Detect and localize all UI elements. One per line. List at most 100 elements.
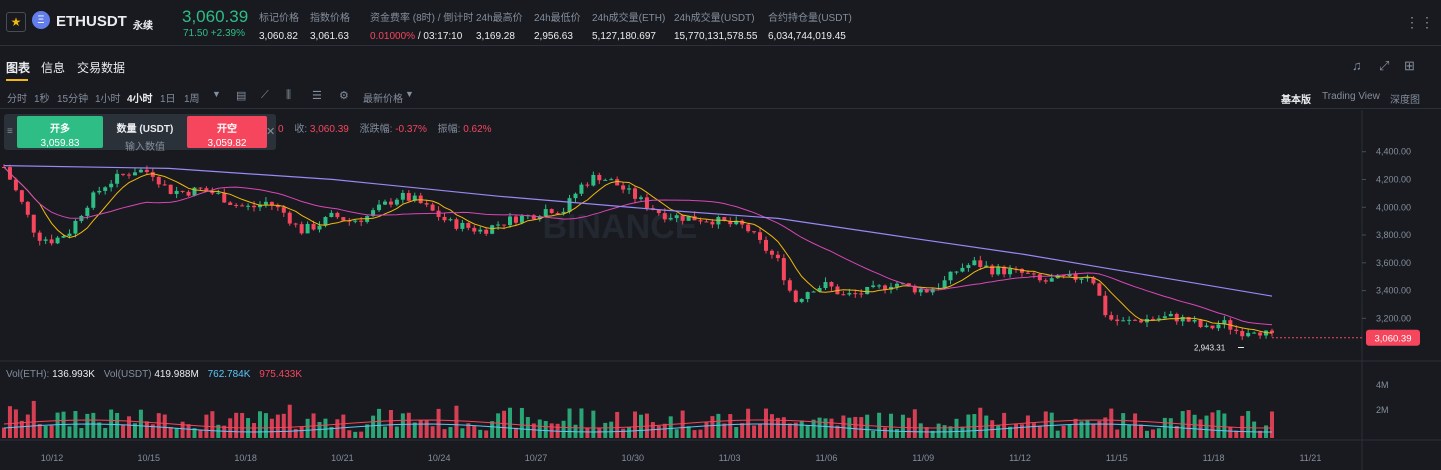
candles-icon[interactable]: ⫼ <box>286 89 292 101</box>
close-label: 收: <box>294 124 308 135</box>
more-options-icon[interactable]: ⋮⋮ <box>1405 14 1435 30</box>
timeframe-dropdown-icon[interactable]: ▼ <box>212 89 221 99</box>
volume-bar <box>37 423 42 438</box>
tab-info[interactable]: 信息 <box>41 61 66 75</box>
chevron-down-icon[interactable]: ▼ <box>405 89 414 99</box>
candle-body <box>775 254 780 259</box>
ohlc-readout: 0 收: 3,060.39 涨跌幅: -0.37% 振幅: 0.62% <box>278 120 500 135</box>
candle-body <box>13 179 18 191</box>
volume-bar <box>1258 430 1263 438</box>
tab-chart[interactable]: 图表 <box>6 61 31 75</box>
line-chart-icon[interactable]: ⟋ <box>261 89 269 101</box>
timeframe-option[interactable]: 1日 <box>160 94 176 105</box>
volume-bar <box>448 427 453 438</box>
candle-body <box>799 298 804 302</box>
volume-bar <box>97 422 102 438</box>
x-axis-tick-label: 11/09 <box>912 453 934 463</box>
funding-rate-stat[interactable]: 资金费率 (8时) / 倒计时 0.01000% / 03:17:10 <box>370 9 473 42</box>
candle-body <box>573 193 578 199</box>
y-axis-tick-label: 4,200.00 <box>1376 174 1411 184</box>
candle-body <box>1258 332 1263 336</box>
x-axis-tick-label: 11/03 <box>719 453 741 463</box>
active-tab-underline <box>6 79 28 81</box>
volume-readout: Vol(ETH): 136.993K Vol(USDT) 419.988M 76… <box>6 369 302 380</box>
candle-body <box>823 282 828 289</box>
symbol-name[interactable]: ETHUSDT <box>56 13 127 30</box>
candle-body <box>752 231 757 233</box>
price-type-select[interactable]: 最新价格 <box>363 94 403 105</box>
candle-body <box>127 174 132 176</box>
candle-body <box>466 222 471 228</box>
quantity-input[interactable]: 数量 (USDT) 输入数值 <box>104 116 186 153</box>
timeframe-option[interactable]: 1周 <box>184 94 200 105</box>
tab-trading-data[interactable]: 交易数据 <box>77 61 126 75</box>
volume-bar <box>740 423 745 438</box>
volume-bar <box>633 411 638 438</box>
panel-tabs: 图表 信息 交易数据 ♫ ⤢ ⊞ <box>0 52 1441 82</box>
candle-body <box>234 204 239 206</box>
volume-bar <box>1055 430 1060 438</box>
timeframe-option[interactable]: 分时 <box>7 94 27 105</box>
volume-axis-tick-label: 4M <box>1376 380 1389 390</box>
gear-icon[interactable]: ⚙ <box>339 90 349 102</box>
timeframe-option[interactable]: 15分钟 <box>57 94 89 105</box>
volume-bar <box>811 419 816 438</box>
stat-value: 3,061.63 <box>310 31 349 42</box>
fullscreen-icon[interactable]: ⤢ <box>1379 58 1390 73</box>
high-24h-stat: 24h最高价 3,169.28 <box>476 9 523 42</box>
x-axis-tick-label: 11/18 <box>1203 453 1225 463</box>
candle-body <box>347 220 352 222</box>
timeframe-option[interactable]: 1小时 <box>95 94 121 105</box>
volume-bar <box>662 423 667 438</box>
close-icon[interactable]: ✕ <box>266 126 276 138</box>
amplitude-value: 0.62% <box>463 124 492 135</box>
volume-bar <box>894 429 899 438</box>
settings-list-icon[interactable]: ☰ <box>312 90 322 102</box>
candle-body <box>918 289 923 293</box>
volume-bar <box>228 418 233 438</box>
volume-eth-stat: 24h成交量(ETH) 5,127,180.697 <box>592 9 665 42</box>
volume-bar <box>192 428 197 438</box>
volume-bar <box>115 412 120 438</box>
y-axis-tick-label: 3,600.00 <box>1376 258 1411 268</box>
candle-body <box>734 220 739 225</box>
view-tradingview[interactable]: Trading View <box>1322 91 1380 102</box>
volume-bar <box>543 420 548 438</box>
volume-bar <box>472 426 477 438</box>
open-long-button[interactable]: 开多 3,059.83 <box>17 116 103 149</box>
volume-bar <box>1150 429 1155 438</box>
favorite-star-icon[interactable]: ★ <box>6 12 26 32</box>
stat-label: 24h成交量(ETH) <box>592 13 666 24</box>
volume-bar <box>1061 425 1066 438</box>
view-depth[interactable]: 深度图 <box>1390 95 1420 106</box>
open-short-button[interactable]: 开空 3,059.82 <box>187 116 267 149</box>
volume-bar <box>490 421 495 438</box>
view-basic[interactable]: 基本版 <box>1281 95 1311 106</box>
volume-bar <box>865 414 870 438</box>
stat-value: 5,127,180.697 <box>592 31 656 42</box>
candle-body <box>847 293 852 295</box>
drag-handle-icon[interactable]: ≡ <box>7 126 13 137</box>
bell-icon[interactable]: ♫ <box>1352 58 1362 73</box>
stat-label: 24h最低价 <box>534 13 581 24</box>
grid-layout-icon[interactable]: ⊞ <box>1404 58 1415 73</box>
timeframe-option[interactable]: 1秒 <box>34 94 50 105</box>
candle-body <box>97 190 102 193</box>
volume-bar <box>132 423 137 438</box>
price-chart[interactable]: BINANCE 4,400.00 4,200.00 4,000.00 3,800.00 3… <box>0 110 1441 470</box>
mark-price-stat: 标记价格 3,060.82 <box>259 9 299 42</box>
candle-body <box>103 187 108 191</box>
amplitude-label: 振幅: <box>437 124 461 135</box>
volume-bar <box>680 410 685 438</box>
volume-bar <box>1121 413 1126 438</box>
candle-body <box>371 210 376 217</box>
stat-label: 标记价格 <box>259 13 299 24</box>
candle-body <box>353 220 358 222</box>
candle-body <box>763 239 768 251</box>
indicators-icon[interactable]: ▤ <box>236 90 247 102</box>
volume-bar <box>156 413 161 438</box>
candle-body <box>627 188 632 190</box>
candle-body <box>317 225 322 230</box>
timeframe-option-selected[interactable]: 4小时 <box>127 94 153 105</box>
y-axis-tick-label: 4,000.00 <box>1376 202 1411 212</box>
